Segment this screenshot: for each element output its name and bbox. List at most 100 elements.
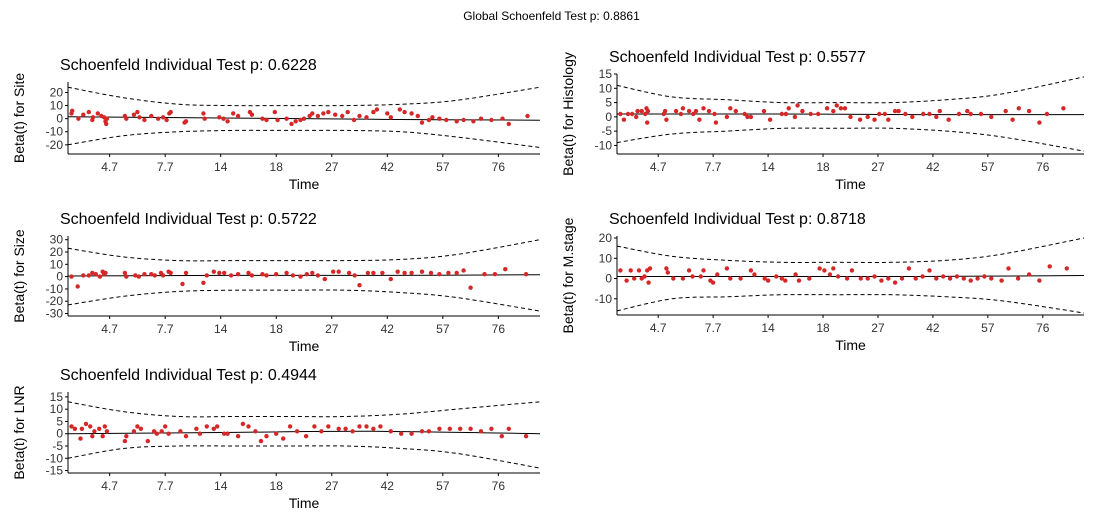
residual-point (680, 276, 686, 281)
residual-point (468, 285, 473, 290)
x-tick-label: 18 (816, 321, 830, 335)
residual-point (934, 114, 939, 120)
residual-point (90, 434, 95, 439)
residual-point (697, 117, 702, 122)
residual-point (706, 108, 712, 114)
residual-point (402, 109, 407, 115)
residual-point (647, 266, 653, 271)
residual-point (691, 111, 696, 117)
residual-point (194, 426, 199, 431)
residual-point (86, 109, 92, 115)
residual-point (937, 108, 942, 114)
residual-point (437, 426, 442, 431)
residual-point (122, 270, 128, 276)
residual-point (92, 429, 97, 434)
residual-point (927, 268, 932, 273)
residual-point (217, 270, 222, 276)
residual-point (322, 276, 327, 282)
residual-point (628, 268, 633, 273)
residual-point (399, 431, 404, 436)
y-tick-label: 0 (56, 112, 63, 126)
residual-point (264, 273, 269, 278)
residual-point (506, 121, 511, 127)
residual-point (835, 274, 841, 279)
residual-point (201, 280, 206, 285)
residual-point (310, 270, 315, 276)
residual-point (90, 270, 95, 276)
residual-point (346, 270, 352, 276)
y-tick-label: -10 (46, 282, 64, 296)
panel-title: Schoenfeld Individual Test p: 0.6228 (60, 57, 317, 74)
residual-point (961, 276, 966, 281)
residual-point (149, 113, 154, 119)
residual-point (461, 117, 466, 123)
residual-point (1016, 106, 1021, 111)
residual-point (312, 424, 317, 429)
x-axis-title: Time (289, 176, 320, 192)
residual-point (303, 434, 309, 439)
x-tick-label: 14 (761, 160, 775, 174)
residual-point (437, 116, 442, 121)
residual-point (489, 117, 494, 123)
residual-point (786, 106, 791, 111)
residual-point (201, 111, 206, 116)
x-tick-label: 42 (926, 160, 940, 174)
y-tick-label: 15 (599, 67, 613, 81)
residual-point (154, 431, 159, 436)
residual-point (478, 429, 484, 434)
residual-point (499, 434, 504, 439)
residual-point (783, 278, 788, 283)
y-tick-label: 20 (599, 231, 613, 245)
x-axis-title: Time (289, 338, 320, 354)
residual-point (145, 438, 150, 444)
residual-point (225, 431, 230, 436)
y-tick-label: 20 (50, 245, 64, 259)
residual-point (178, 429, 183, 434)
fitted-line (67, 116, 541, 121)
residual-point (70, 108, 75, 114)
upper-confidence-band (67, 86, 541, 107)
residual-point (235, 113, 241, 119)
residual-point (95, 111, 101, 116)
residual-point (701, 106, 706, 111)
x-tick-label: 4.7 (650, 321, 667, 335)
residual-point (321, 111, 326, 116)
residual-point (886, 117, 891, 122)
residual-point (336, 426, 341, 431)
residual-point (197, 431, 203, 436)
lower-confidence-band (616, 294, 1085, 314)
residual-point (635, 108, 640, 114)
y-tick-label: -5 (601, 124, 612, 138)
y-tick-label: 0 (605, 272, 612, 286)
residual-point (857, 117, 863, 122)
residual-point (710, 280, 716, 285)
y-axis-title: Beta(t) for Size (11, 229, 27, 323)
residual-point (272, 109, 277, 115)
residual-point (842, 106, 848, 111)
x-tick-label: 27 (871, 160, 885, 174)
residual-point (79, 426, 85, 431)
residual-point (523, 434, 529, 439)
residual-point (745, 114, 750, 120)
residual-point (156, 116, 161, 121)
fitted-line (616, 113, 1085, 116)
x-axis-title: Time (835, 337, 866, 353)
residual-point (204, 424, 209, 429)
y-tick-label: -10 (595, 292, 613, 306)
y-tick-label: -10 (46, 451, 64, 465)
residual-point (965, 108, 970, 114)
residual-point (104, 116, 110, 121)
x-tick-label: 76 (492, 160, 506, 174)
residual-point (662, 108, 668, 114)
residual-point (831, 266, 836, 271)
residual-point (78, 436, 83, 441)
residual-point (294, 429, 300, 434)
upper-confidence-band (616, 237, 1085, 263)
residual-point (298, 117, 303, 123)
residual-point (461, 268, 466, 273)
x-tick-label: 76 (1036, 321, 1050, 335)
residual-point (253, 429, 258, 434)
residual-point (882, 111, 887, 117)
residual-point (478, 116, 484, 121)
x-tick-label: 7.7 (157, 322, 174, 336)
